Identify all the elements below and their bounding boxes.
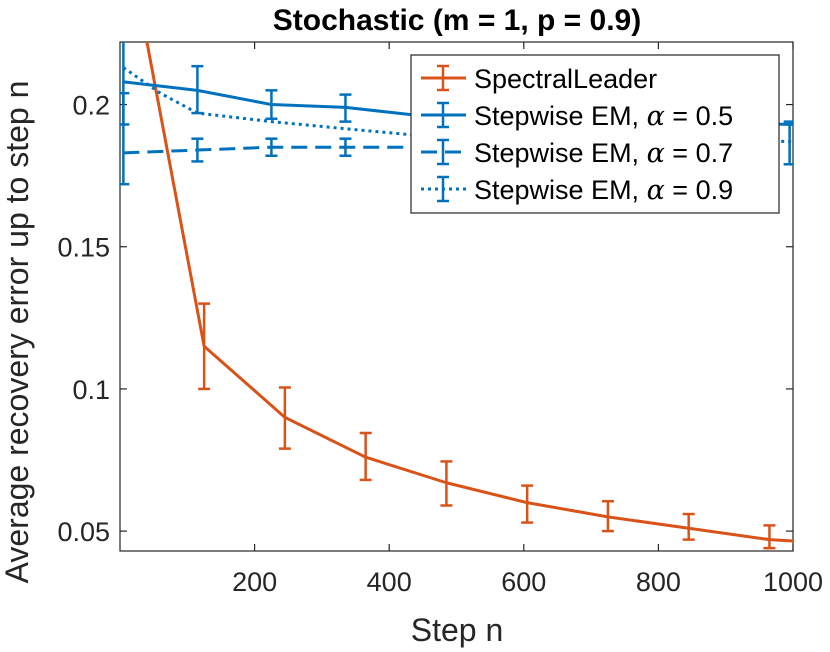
legend-label: SpectralLeader [474, 64, 657, 94]
y-axis-label: Average recovery error up to step n [0, 81, 35, 584]
series-line-0 [145, 42, 793, 543]
legend-item: SpectralLeader [421, 64, 657, 94]
x-tick-label: 600 [501, 567, 546, 597]
plot-area: 200 400 600 800 1000 0.05 0.1 0.15 0.2 SpectralLe… [57, 41, 823, 597]
x-tick-label: 800 [636, 567, 681, 597]
legend-label: Stepwise EM, α = 0.9 [474, 175, 733, 206]
legend-label: Stepwise EM, α = 0.5 [474, 101, 733, 132]
y-tick-label: 0.1 [72, 375, 110, 405]
x-tick-label: 400 [367, 567, 412, 597]
legend-item: Stepwise EM, α = 0.7 [421, 138, 733, 169]
y-tick-label: 0.15 [57, 233, 110, 263]
chart-title: Stochastic (m = 1, p = 0.9) [273, 4, 641, 37]
y-tick-label: 0.2 [72, 91, 110, 121]
x-axis-label: Step n [411, 612, 504, 648]
x-tick-label: 1000 [763, 567, 823, 597]
series-line-3 [122, 66, 793, 144]
legend-label: Stepwise EM, α = 0.7 [474, 138, 733, 169]
legend-item: Stepwise EM, α = 0.9 [421, 175, 733, 206]
y-tick-label: 0.05 [57, 517, 110, 547]
legend-item: Stepwise EM, α = 0.5 [421, 101, 733, 132]
legend-box [410, 54, 780, 214]
x-tick-label: 200 [232, 567, 277, 597]
legend: SpectralLeader Stepwise EM, α = 0.5 Stepwi… [410, 54, 780, 214]
